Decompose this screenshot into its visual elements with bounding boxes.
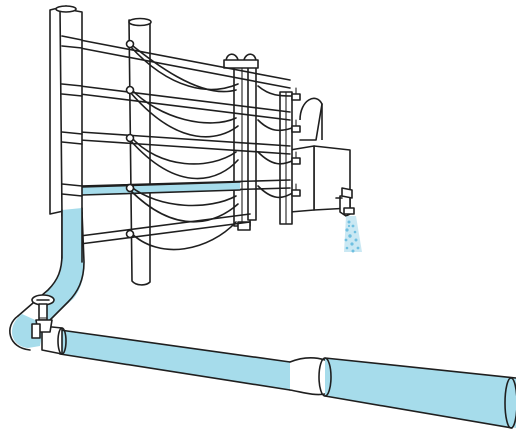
tap-icon	[335, 187, 355, 217]
water-spray-icon	[344, 216, 362, 253]
front-riser-pipe	[17, 5, 85, 327]
rear-connectors	[125, 39, 135, 239]
right-valves	[291, 87, 301, 197]
main-supply-pipe	[41, 325, 516, 429]
rear-post	[128, 17, 152, 286]
filled-rail-outline	[81, 181, 241, 196]
hoses	[127, 41, 295, 251]
valve-icon	[31, 294, 55, 339]
horizontal-rails	[79, 39, 291, 245]
pipe-elbow-outer	[9, 315, 31, 351]
tank-box	[279, 91, 351, 225]
filled-rail	[82, 182, 240, 195]
